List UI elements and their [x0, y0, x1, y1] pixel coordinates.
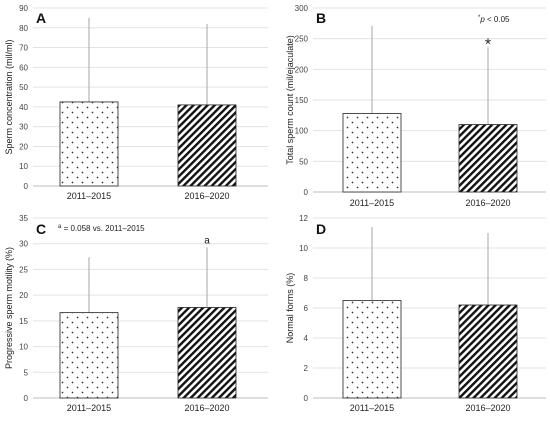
category-label: 2016–2020: [465, 198, 510, 208]
bar-second: [177, 104, 237, 187]
bar-second: [458, 304, 518, 399]
y-tick-label: 0: [304, 188, 309, 197]
y-tick-label: 0: [24, 182, 29, 191]
y-tick-label: 80: [19, 24, 28, 33]
y-tick-label: 25: [19, 265, 28, 274]
y-tick-label: 0: [24, 394, 29, 403]
category-label: 2011–2015: [67, 191, 111, 201]
y-tick-label: 90: [19, 4, 28, 13]
panel-label: B: [316, 10, 326, 26]
y-tick-label: 30: [19, 240, 28, 249]
y-tick-label: 2: [304, 364, 309, 373]
y-tick-label: 30: [19, 123, 28, 132]
significance-note: a = 0.058 vs. 2011–2015: [58, 224, 145, 233]
y-tick-label: 0: [304, 394, 309, 403]
category-label: 2011–2015: [67, 403, 111, 413]
category-label: 2016–2020: [184, 191, 229, 201]
category-label: 2016–2020: [184, 403, 229, 413]
y-tick-label: 100: [295, 127, 309, 136]
y-tick-label: 150: [295, 96, 309, 105]
y-tick-label: 6: [304, 304, 309, 313]
y-tick-label: 15: [19, 317, 28, 326]
y-tick-label: 10: [19, 162, 28, 171]
chart-panel-c: 0 5 10 15 20 25 30 35 Progressive sperm motility…: [4, 214, 268, 413]
chart-panel-d: 0 2 4 6 8 10 12 Normal forms (%) 2011–2015 2016–2…: [285, 214, 546, 413]
y-axis-label: Progressive sperm motility (%): [4, 247, 14, 369]
y-tick-label: 10: [19, 343, 28, 352]
y-axis-label: Normal forms (%): [285, 273, 295, 344]
y-tick-label: 8: [304, 274, 309, 283]
y-tick-label: 10: [299, 244, 308, 253]
y-tick-label: 12: [299, 214, 308, 223]
chart-panel-a: 0 10 20 30 40 50 60 70 80 90 Sperm concentration (…: [4, 4, 268, 201]
significance-mark: a: [204, 235, 210, 246]
chart-panel-b: 0 50 100 150 200 250 300 Total sperm count (mil…: [285, 4, 546, 208]
y-tick-label: 5: [24, 368, 29, 377]
category-label: 2011–2015: [350, 403, 394, 413]
y-tick-label: 4: [304, 334, 309, 343]
bar-second: [177, 307, 237, 399]
y-tick-label: 200: [295, 65, 309, 74]
y-tick-label: 20: [19, 291, 28, 300]
y-tick-label: 50: [299, 157, 308, 166]
y-tick-label: 35: [19, 214, 28, 223]
y-tick-label: 40: [19, 103, 28, 112]
y-tick-label: 60: [19, 63, 28, 72]
y-tick-label: 20: [19, 142, 28, 151]
category-label: 2011–2015: [350, 198, 394, 208]
category-label: 2016–2020: [465, 403, 510, 413]
bar-first: [59, 312, 119, 399]
panel-label: D: [316, 221, 326, 237]
y-tick-label: 250: [295, 35, 309, 44]
y-tick-label: 300: [295, 4, 309, 13]
y-axis-label: Sperm concentration (mil/ml): [4, 39, 14, 154]
panel-label: C: [36, 221, 46, 237]
bar-first: [59, 101, 119, 187]
significance-note: *p < 0.05: [478, 15, 510, 24]
y-axis-label: Total sperm count (mil/ejaculate): [285, 35, 295, 165]
bar-first: [342, 113, 402, 193]
significance-mark: *: [485, 36, 491, 53]
bar-first: [342, 300, 402, 399]
y-tick-label: 50: [19, 83, 28, 92]
bar-second: [458, 124, 518, 193]
panel-label: A: [36, 10, 46, 26]
y-tick-label: 70: [19, 44, 28, 53]
